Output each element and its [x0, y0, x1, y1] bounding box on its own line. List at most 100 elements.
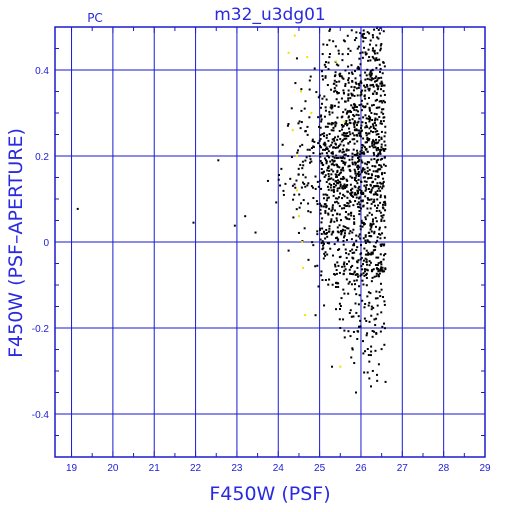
data-point [375, 256, 378, 259]
data-point [355, 293, 358, 296]
data-point [364, 53, 367, 56]
data-point [367, 132, 370, 135]
data-point [355, 36, 358, 39]
data-point [327, 156, 330, 159]
data-point [366, 170, 369, 173]
data-point [330, 183, 333, 186]
data-point [327, 230, 330, 233]
data-point [379, 243, 382, 246]
data-point [344, 122, 347, 125]
data-point [319, 155, 322, 158]
data-point [360, 103, 363, 106]
data-point [384, 196, 387, 199]
data-point [353, 106, 356, 109]
data-point [379, 201, 382, 204]
data-point [379, 44, 382, 47]
data-point [367, 88, 370, 91]
data-point [302, 266, 305, 269]
data-point [364, 235, 367, 238]
data-point [365, 249, 368, 252]
data-point [384, 209, 387, 212]
data-point [322, 43, 325, 46]
data-point [356, 273, 359, 276]
data-point [326, 242, 329, 245]
data-point [301, 160, 304, 163]
data-point [366, 77, 369, 80]
data-point [287, 51, 290, 54]
data-point [347, 115, 350, 118]
data-point [337, 91, 340, 94]
data-point [304, 176, 307, 179]
data-point [372, 126, 375, 129]
data-point [346, 196, 349, 199]
data-point [351, 348, 354, 351]
data-point [335, 200, 338, 203]
data-point [351, 191, 354, 194]
data-point [348, 232, 351, 235]
data-point [342, 288, 345, 291]
data-point [374, 245, 377, 248]
data-point [379, 149, 382, 152]
data-point [346, 227, 349, 230]
data-point [379, 67, 382, 70]
data-point [318, 94, 321, 97]
data-point [368, 241, 371, 244]
data-point [376, 158, 379, 161]
data-point [348, 127, 351, 130]
data-point [347, 99, 350, 102]
data-point [327, 61, 330, 64]
data-point [323, 63, 326, 66]
data-point [335, 281, 338, 284]
data-point [366, 126, 369, 129]
data-point [321, 227, 324, 230]
data-point [353, 288, 356, 291]
data-point [343, 292, 346, 295]
data-point [360, 149, 363, 152]
data-point [357, 171, 360, 174]
data-point [348, 72, 351, 75]
data-point [363, 223, 366, 226]
data-point [357, 156, 360, 159]
data-point [359, 225, 362, 228]
x-tick-labels: 19 20 21 22 23 24 25 26 27 28 29 [66, 463, 491, 474]
data-point [354, 302, 357, 305]
data-point [341, 187, 344, 190]
data-point [329, 160, 332, 163]
data-point [357, 201, 360, 204]
data-point [356, 330, 359, 333]
data-point [339, 177, 342, 180]
data-point [365, 132, 368, 135]
data-point [355, 249, 358, 252]
data-point [371, 68, 374, 71]
data-point [334, 45, 337, 48]
data-point [373, 204, 376, 207]
data-point [365, 284, 368, 287]
data-point [370, 314, 373, 317]
data-point [361, 299, 364, 302]
data-point [341, 133, 344, 136]
chart-title: m32_u3dg01 [214, 5, 326, 25]
data-point [337, 196, 340, 199]
data-point [335, 269, 338, 272]
data-point [357, 86, 360, 89]
data-point [342, 243, 345, 246]
data-point [376, 313, 379, 316]
data-point [330, 218, 333, 221]
data-point [297, 167, 300, 170]
data-point [361, 161, 364, 164]
data-point [351, 152, 354, 155]
data-point [376, 58, 379, 61]
data-points [76, 26, 387, 394]
data-point [350, 64, 353, 67]
data-point [254, 231, 257, 234]
data-point [375, 113, 378, 116]
data-point [327, 213, 330, 216]
data-point [314, 175, 317, 178]
data-point [381, 108, 384, 111]
data-point [355, 134, 358, 137]
data-point [375, 84, 378, 87]
data-point [339, 183, 342, 186]
data-point [383, 200, 386, 203]
data-point [300, 121, 303, 124]
data-point [371, 123, 374, 126]
